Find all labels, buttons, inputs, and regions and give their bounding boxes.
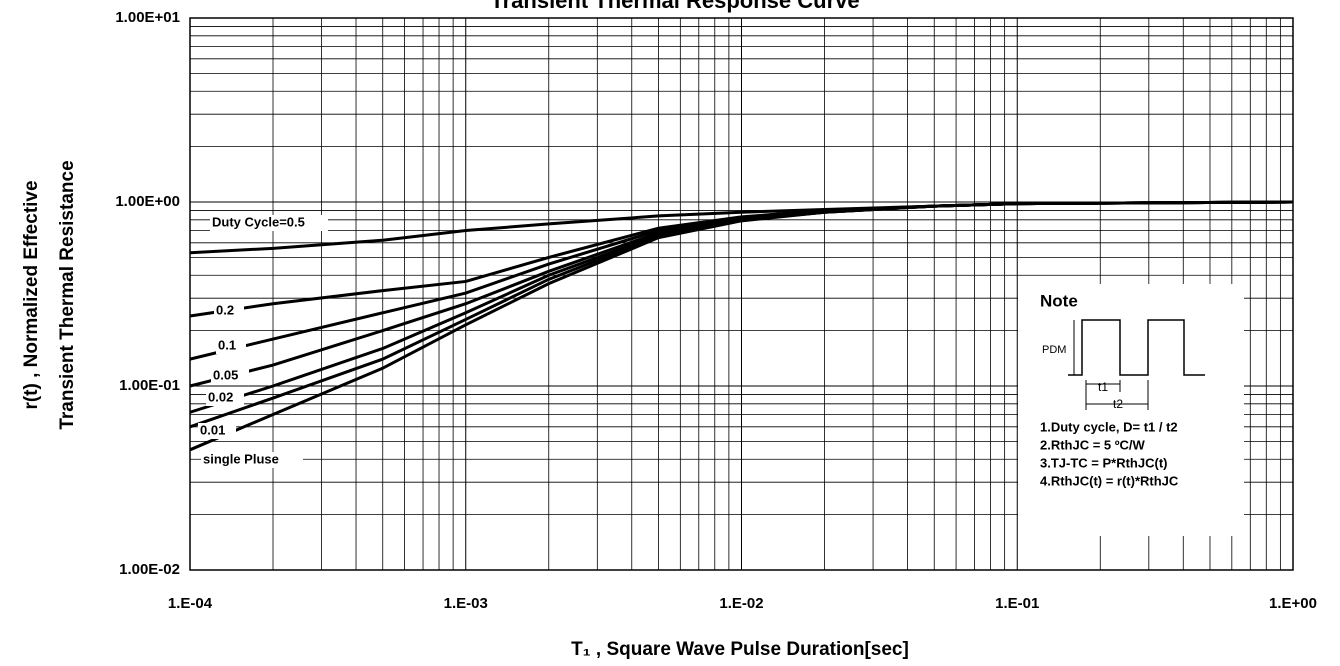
- note-line: 4.RthJC(t) = r(t)*RthJC: [1040, 473, 1179, 488]
- note-t1: t1: [1098, 380, 1108, 394]
- x-tick-label: 1.E-02: [719, 595, 763, 612]
- y-axis-label: Transient Thermal Resistance: [57, 160, 78, 429]
- x-tick-label: 1.E-01: [995, 595, 1039, 612]
- label-bg: [214, 303, 244, 319]
- label-bg: [210, 215, 328, 231]
- label-bg: [216, 338, 246, 354]
- label-bg: [211, 368, 249, 384]
- note-line: 1.Duty cycle, D= t1 / t2: [1040, 419, 1178, 434]
- y-axis-label: r(t) , Normalized Effective: [21, 180, 42, 409]
- label-bg: [201, 452, 303, 468]
- x-tick-label: 1.E-03: [444, 595, 488, 612]
- pulse-diagram: [1068, 319, 1205, 376]
- label-bg: [198, 423, 236, 439]
- pulse-arrows: [1073, 320, 1149, 410]
- plot-frame: [189, 17, 1294, 571]
- note: Note PDM t1 t2 1.Duty cycle, D= t1 / t2 2.Rth…: [1018, 284, 1244, 536]
- note-line: 3.TJ-TC = P*RthJC(t): [1040, 455, 1167, 470]
- y-tick-label: 1.00E+01: [115, 9, 180, 26]
- x-axis-label: T₁ , Square Wave Pulse Duration[sec]: [571, 639, 909, 660]
- pdm-label: PDM: [1042, 344, 1066, 356]
- chart-title: Transient Thermal Response Curve: [490, 0, 859, 13]
- legend-label: 0.05: [213, 367, 238, 382]
- legend-label: 0.02: [208, 389, 233, 404]
- x-tick-label: 1.E+00: [1269, 595, 1317, 612]
- y-tick-label: 1.00E-02: [119, 561, 180, 578]
- y-tick-label: 1.00E-01: [119, 377, 180, 394]
- label-bg: [206, 390, 244, 406]
- note-line: 2.RthJC = 5 ºC/W: [1040, 437, 1146, 452]
- note-title: Note: [1040, 291, 1078, 310]
- legend-label: 0.1: [218, 337, 236, 352]
- y-tick-label: 1.00E+00: [115, 193, 180, 210]
- note-box: [1018, 284, 1244, 536]
- legend-label: 0.01: [200, 422, 225, 437]
- legend-label: Duty Cycle=0.5: [212, 214, 305, 229]
- legend-label: single Pluse: [203, 451, 279, 466]
- curve: [189, 200, 1294, 452]
- note-t2: t2: [1113, 397, 1123, 411]
- legend-label: 0.2: [216, 302, 234, 317]
- x-tick-label: 1.E-04: [168, 595, 213, 612]
